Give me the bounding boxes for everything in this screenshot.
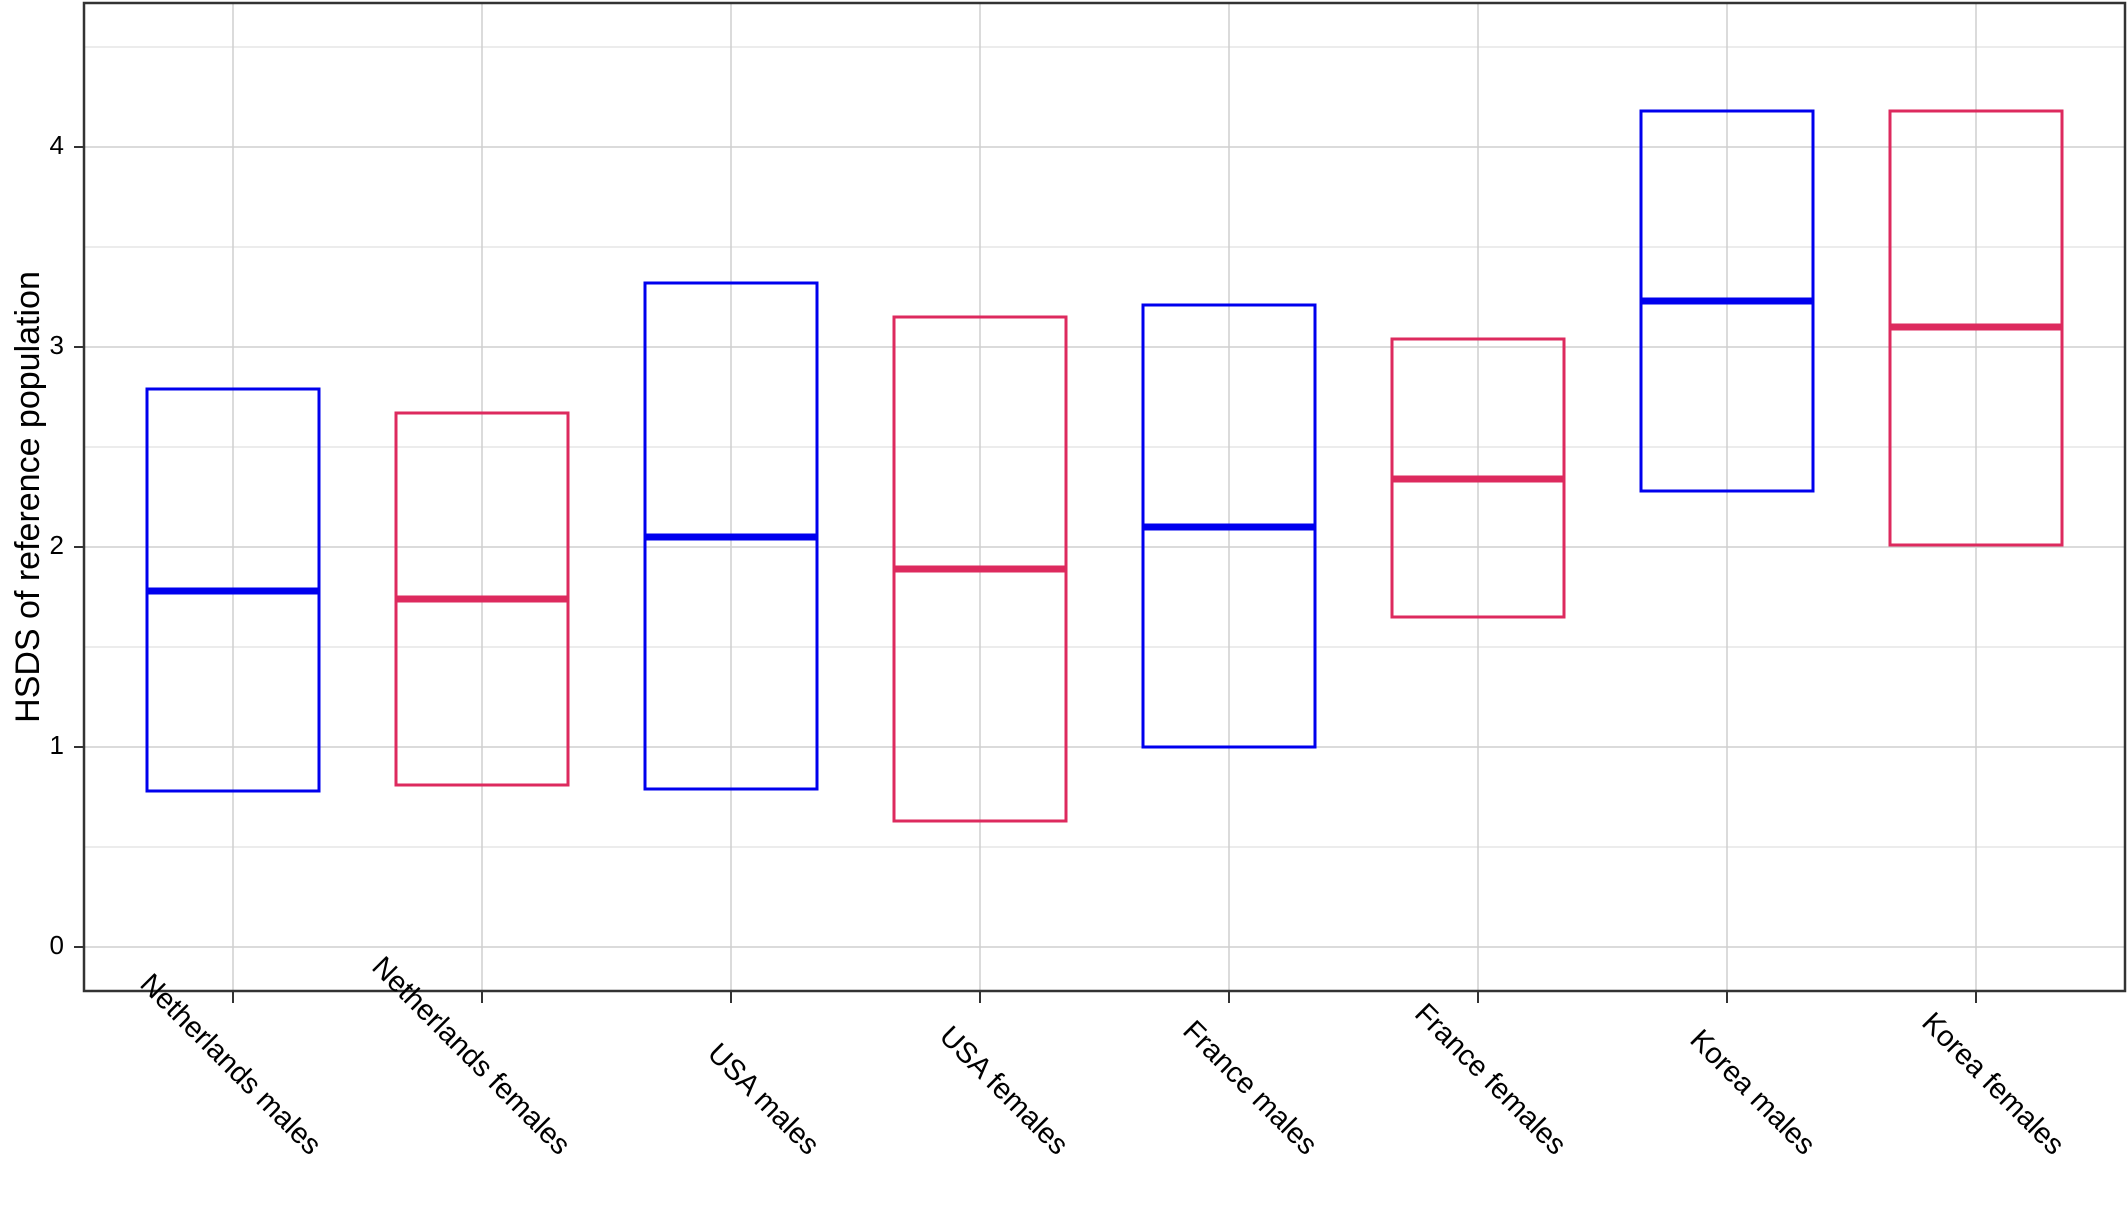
x-tick-label: Netherlands males bbox=[134, 968, 328, 1162]
x-tick-label: Korea females bbox=[1915, 1007, 2070, 1162]
y-tick-label: 1 bbox=[50, 730, 64, 760]
x-tick-label: Netherlands females bbox=[366, 951, 577, 1162]
x-axis: Netherlands males Netherlands females USA … bbox=[134, 951, 2071, 1162]
box-3 bbox=[643, 281, 819, 791]
box-7 bbox=[1639, 109, 1815, 493]
grid bbox=[84, 3, 2125, 991]
x-tick-label: USA males bbox=[701, 1037, 825, 1161]
x-tick-label: France females bbox=[1408, 997, 1572, 1161]
box-4 bbox=[892, 315, 1068, 823]
y-axis: 0 1 2 3 4 bbox=[50, 130, 84, 960]
box-2 bbox=[394, 411, 570, 787]
x-tick-label: USA females bbox=[933, 1020, 1074, 1161]
box-8 bbox=[1888, 109, 2064, 547]
x-tick-label: Korea males bbox=[1684, 1024, 1822, 1162]
y-tick-label: 2 bbox=[50, 530, 64, 560]
y-tick-label: 0 bbox=[50, 930, 64, 960]
y-tick-label: 4 bbox=[50, 130, 64, 160]
y-tick-label: 3 bbox=[50, 330, 64, 360]
boxes bbox=[145, 109, 2064, 823]
box-6 bbox=[1390, 337, 1566, 619]
y-axis-title: HSDS of reference population bbox=[9, 271, 47, 723]
box-1 bbox=[145, 387, 321, 793]
plot-frame bbox=[82, 1, 2127, 993]
box-5 bbox=[1141, 303, 1317, 749]
x-tick-label: France males bbox=[1176, 1015, 1323, 1162]
